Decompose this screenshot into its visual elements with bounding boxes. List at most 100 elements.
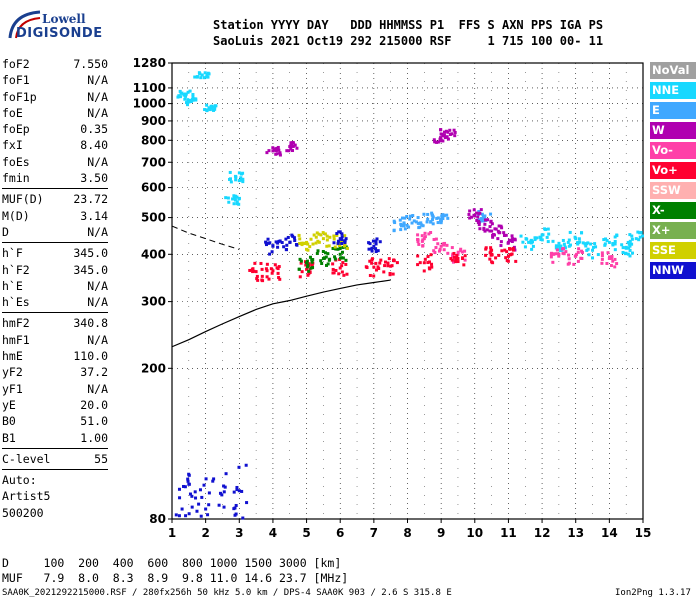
echo-point [333, 245, 337, 249]
echo-point [602, 238, 606, 242]
echo-point [322, 256, 326, 260]
echo-point [506, 241, 510, 245]
echo-point [235, 485, 239, 489]
echo-point [611, 242, 615, 246]
echo-point [430, 265, 434, 269]
x-tick-label: 14 [601, 526, 618, 540]
echo-point [468, 209, 472, 213]
echo-point [407, 225, 411, 229]
echo-point [566, 240, 570, 244]
x-tick-label: 11 [500, 526, 517, 540]
echo-point [290, 233, 294, 237]
echo-point [240, 489, 244, 493]
echo-point [270, 250, 274, 254]
footer-file-info: SAA0K_2021292215000.RSF / 280fx256h 50 k… [2, 588, 452, 598]
echo-point [342, 244, 346, 248]
param-row: foE N/A [2, 105, 108, 121]
param-value: 7.550 [73, 57, 108, 71]
echo-point [460, 256, 464, 260]
x-tick-label: 2 [201, 526, 209, 540]
echo-point [189, 99, 193, 103]
echo-point [199, 76, 203, 80]
echo-point [443, 136, 447, 140]
echo-point [502, 231, 506, 235]
echo-point [207, 72, 211, 76]
echo-point [337, 230, 341, 234]
echo-point [376, 265, 380, 269]
echo-point [441, 139, 445, 143]
echo-point [224, 196, 228, 200]
echo-point [628, 244, 632, 248]
legend-item: SSW [650, 182, 696, 199]
param-name: foE [2, 105, 23, 120]
divider [2, 242, 108, 244]
echo-point [479, 208, 483, 212]
echo-point [567, 257, 571, 261]
echo-point [505, 250, 509, 254]
echo-point [316, 249, 320, 253]
x-tick-label: 8 [403, 526, 411, 540]
echo-point [271, 146, 275, 150]
echo-point [324, 255, 328, 259]
echo-point [341, 261, 345, 265]
echo-point [497, 253, 501, 257]
echo-point [638, 231, 642, 235]
echo-point [432, 249, 436, 253]
echo-point [392, 258, 396, 262]
echo-point [340, 264, 344, 268]
echo-point [205, 103, 209, 107]
echo-point [472, 208, 476, 212]
echo-point [488, 229, 492, 233]
echo-point [554, 244, 558, 248]
echo-point [298, 275, 302, 279]
echo-point [489, 249, 493, 253]
echo-point [340, 256, 344, 260]
echo-point [482, 218, 486, 222]
echo-point [421, 244, 425, 248]
echo-point [199, 514, 203, 518]
echo-point [470, 215, 474, 219]
echo-point [250, 268, 254, 272]
echo-point [285, 248, 289, 252]
echo-point [268, 252, 272, 256]
echo-point [265, 151, 269, 155]
echo-point [503, 248, 507, 252]
echo-point [494, 256, 498, 260]
echo-point [600, 261, 604, 265]
echo-point [451, 254, 455, 258]
echo-point [555, 248, 559, 252]
echo-point [402, 221, 406, 225]
echo-point [193, 490, 197, 494]
echo-point [314, 235, 318, 239]
echo-point [294, 242, 298, 246]
echo-point [187, 482, 191, 486]
echo-point [287, 149, 291, 153]
echo-point [630, 237, 634, 241]
param-value: N/A [87, 332, 108, 347]
echo-point [260, 267, 264, 271]
echo-point [321, 249, 325, 253]
echo-point [403, 216, 407, 220]
echo-point [421, 238, 425, 242]
echo-point [488, 257, 492, 261]
echo-point [529, 241, 533, 245]
y-tick-label: 500 [141, 211, 166, 225]
echo-point [332, 234, 336, 238]
extrapolated-profile-line [171, 225, 240, 250]
y-tick-label: 700 [141, 155, 166, 169]
echo-point [338, 230, 342, 234]
echo-point [479, 217, 483, 221]
echo-point [217, 503, 221, 507]
echo-point [450, 246, 454, 250]
echo-point [545, 235, 549, 239]
echo-point [546, 227, 550, 231]
echo-point [309, 266, 313, 270]
echo-point [439, 128, 443, 132]
param-name: foF1 [2, 73, 30, 88]
param-row: hmF2 340.8 [2, 315, 108, 331]
echo-point [186, 90, 190, 94]
echo-point [315, 252, 319, 256]
param-value: 51.0 [80, 414, 108, 429]
param-row: h`F 345.0 [2, 245, 108, 261]
